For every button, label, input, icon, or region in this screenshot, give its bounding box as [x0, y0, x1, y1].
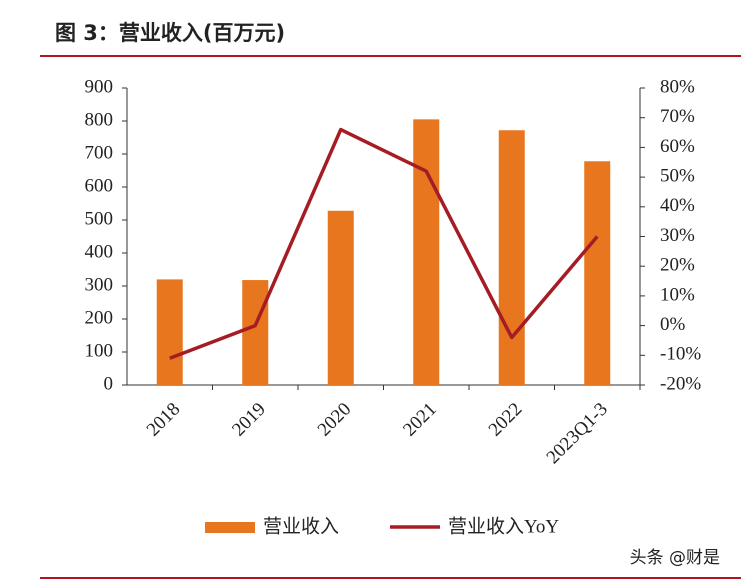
bar: [327, 210, 354, 385]
y2-tick-label: 60%: [660, 136, 695, 157]
y-tick-label: 900: [85, 76, 114, 97]
y-tick-label: 300: [85, 274, 114, 295]
y2-tick-label: 50%: [660, 165, 695, 186]
x-tick-label: 2020: [314, 399, 356, 441]
legend-label: 营业收入YoY: [448, 515, 559, 537]
x-tick-label: 2021: [399, 399, 441, 441]
y-tick-label: 200: [85, 307, 114, 328]
bar: [156, 279, 183, 385]
y-tick-label: 100: [85, 340, 114, 361]
y2-tick-label: 30%: [660, 225, 695, 246]
y-tick-label: 400: [85, 241, 114, 262]
y2-tick-label: -10%: [660, 344, 701, 365]
y2-tick-label: 40%: [660, 195, 695, 216]
x-tick-label: 2023Q1-3: [543, 399, 612, 468]
x-tick-label: 2018: [143, 399, 185, 441]
x-tick-label: 2019: [228, 399, 270, 441]
y2-tick-label: 0%: [660, 314, 686, 335]
bar: [498, 130, 525, 385]
y2-tick-label: -20%: [660, 373, 701, 394]
y-tick-label: 0: [104, 373, 114, 394]
bar: [413, 119, 440, 385]
legend-swatch: [205, 522, 255, 533]
y2-tick-label: 80%: [660, 76, 695, 97]
y2-tick-label: 70%: [660, 106, 695, 127]
chart-title: 图 3：营业收入(百万元): [55, 21, 285, 45]
watermark: 头条 @财是: [630, 548, 720, 568]
bar: [242, 280, 269, 385]
y-tick-label: 800: [85, 109, 114, 130]
y2-tick-label: 10%: [660, 284, 695, 305]
y2-tick-label: 20%: [660, 255, 695, 276]
y-tick-label: 500: [85, 208, 114, 229]
legend-label: 营业收入: [263, 515, 339, 537]
bar: [584, 161, 611, 385]
y-tick-label: 700: [85, 142, 114, 163]
line: [169, 127, 599, 360]
x-tick-label: 2022: [485, 399, 527, 441]
y-tick-label: 600: [85, 175, 114, 196]
